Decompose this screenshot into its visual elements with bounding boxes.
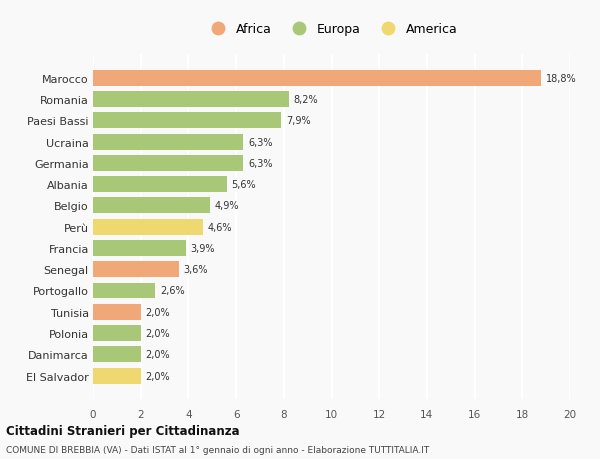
Bar bbox=[93, 134, 243, 150]
Text: 2,0%: 2,0% bbox=[145, 328, 170, 338]
Text: 2,6%: 2,6% bbox=[160, 286, 184, 296]
Bar bbox=[93, 283, 155, 299]
Bar bbox=[93, 347, 140, 363]
Text: 2,0%: 2,0% bbox=[145, 371, 170, 381]
Text: 5,6%: 5,6% bbox=[232, 180, 256, 190]
Bar bbox=[93, 219, 203, 235]
Text: COMUNE DI BREBBIA (VA) - Dati ISTAT al 1° gennaio di ogni anno - Elaborazione TU: COMUNE DI BREBBIA (VA) - Dati ISTAT al 1… bbox=[6, 445, 429, 454]
Bar bbox=[93, 241, 186, 257]
Text: 7,9%: 7,9% bbox=[286, 116, 311, 126]
Bar bbox=[93, 304, 140, 320]
Text: 6,3%: 6,3% bbox=[248, 158, 272, 168]
Text: 2,0%: 2,0% bbox=[145, 307, 170, 317]
Bar bbox=[93, 156, 243, 172]
Bar bbox=[93, 262, 179, 278]
Text: 4,6%: 4,6% bbox=[208, 222, 232, 232]
Text: 3,9%: 3,9% bbox=[191, 243, 215, 253]
Text: 18,8%: 18,8% bbox=[546, 74, 577, 84]
Bar bbox=[93, 92, 289, 108]
Text: Cittadini Stranieri per Cittadinanza: Cittadini Stranieri per Cittadinanza bbox=[6, 424, 239, 437]
Bar bbox=[93, 71, 541, 87]
Text: 3,6%: 3,6% bbox=[184, 265, 208, 274]
Bar bbox=[93, 198, 210, 214]
Legend: Africa, Europa, America: Africa, Europa, America bbox=[206, 23, 457, 36]
Bar bbox=[93, 325, 140, 341]
Text: 2,0%: 2,0% bbox=[145, 349, 170, 359]
Bar bbox=[93, 177, 227, 193]
Bar bbox=[93, 113, 281, 129]
Bar bbox=[93, 368, 140, 384]
Text: 4,9%: 4,9% bbox=[215, 201, 239, 211]
Text: 8,2%: 8,2% bbox=[293, 95, 318, 105]
Text: 6,3%: 6,3% bbox=[248, 137, 272, 147]
